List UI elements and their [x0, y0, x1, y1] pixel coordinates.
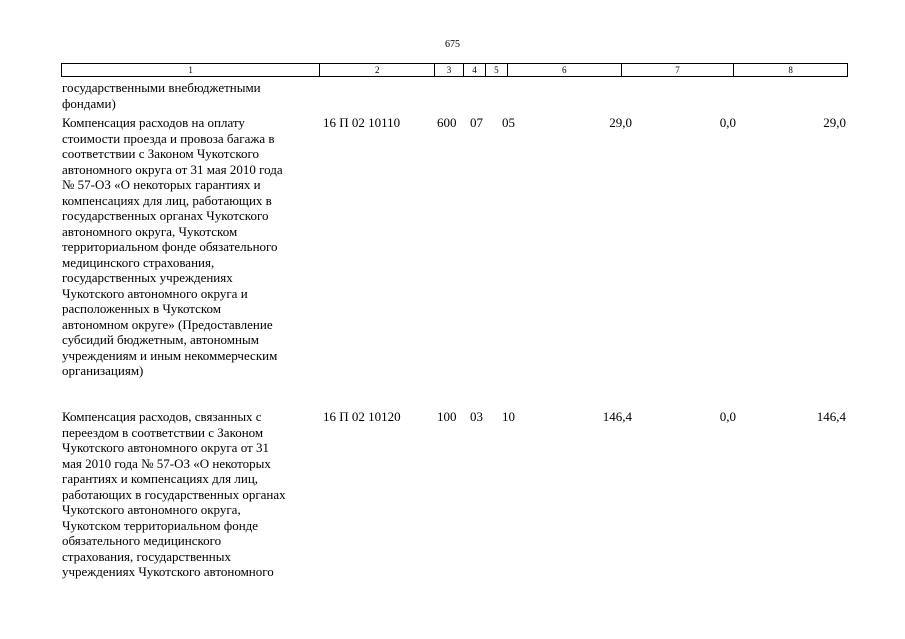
- header-col-8: 8: [788, 65, 793, 75]
- header-col-7: 7: [622, 64, 735, 76]
- row-1-col8: 29,0: [823, 115, 846, 130]
- row-1-col5: 05: [502, 115, 515, 130]
- row-1-col7: 0,0: [719, 115, 736, 130]
- header-col-1: 1: [62, 64, 321, 76]
- header-col-2: 2: [320, 64, 436, 76]
- row-2-col6: 146,4: [602, 409, 632, 424]
- row-1-col3: 600: [437, 115, 457, 130]
- page-number: 675: [445, 39, 460, 50]
- header-col-5: 5: [486, 64, 508, 76]
- row-2-col5: 10: [502, 409, 515, 424]
- header-col-3: 3: [435, 64, 464, 76]
- row-2-col4: 03: [470, 409, 483, 424]
- row-2-col7: 0,0: [719, 409, 736, 424]
- row-2-name: Компенсация расходов, связанных с переез…: [62, 409, 286, 579]
- row-1-col6: 29,0: [609, 115, 632, 130]
- row-1-name: Компенсация расходов на оплату стоимости…: [62, 115, 283, 378]
- row-2-col3: 100: [437, 409, 457, 424]
- row-2-col8: 146,4: [816, 409, 846, 424]
- row-1-col4: 07: [470, 115, 483, 130]
- header-col-6: 6: [508, 64, 622, 76]
- header-col-4: 4: [464, 64, 486, 76]
- table-header-row: 1 2 3 4 5 6 7 8: [61, 63, 848, 77]
- row-1-code: 16 П 02 10110: [323, 115, 401, 130]
- row-2-code: 16 П 02 10120: [323, 409, 401, 424]
- continuation-text: государственными внебюджетными фондами): [62, 80, 261, 111]
